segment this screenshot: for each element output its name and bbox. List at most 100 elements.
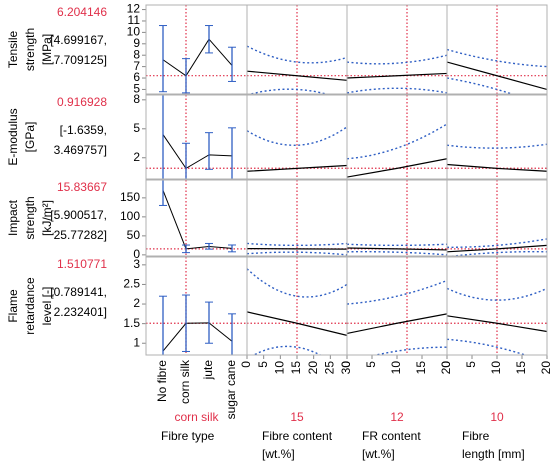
confidence-curve [347,279,447,305]
response-name: strength [23,196,37,239]
x-tick-label: jute [201,360,215,381]
y-tick-label: 2.5 [123,277,140,291]
x-tick-label: corn silk [178,359,192,404]
factor-name: FR content [362,429,421,443]
response-current: 0.916928 [57,95,107,109]
x-tick-label: 10 [273,361,287,375]
cell [447,95,547,179]
cell [247,180,347,256]
factor-name: length [mm] [462,447,525,461]
confidence-curve [247,242,347,247]
y-tick-label: 11 [128,13,141,27]
cell-frame [446,179,548,257]
cell-frame [446,256,548,356]
factor-current: 15 [290,410,304,424]
x-tick-label: 20 [306,361,320,375]
prediction-line [247,70,347,81]
y-tick-label: 8 [133,47,140,61]
x-tick-label: 5 [464,361,478,368]
y-tick-label: 3 [133,257,140,271]
factor-name: Fibre content [262,429,333,443]
y-tick-label: 1.5 [123,316,140,330]
y-tick-label: 0 [133,247,140,261]
cell [146,257,247,355]
prediction-line [247,247,347,250]
confidence-curve [247,268,347,298]
response-name: E-modulus [6,108,20,165]
prediction-line [347,158,447,178]
x-tick-label: 25 [323,361,337,375]
confidence-curve [347,243,447,247]
prediction-line [447,61,547,91]
x-tick-label: No fibre [155,360,169,402]
response-ci: [-1.6359, [60,123,107,137]
y-tick-label: 9 [133,36,140,50]
x-tick-label: 0 [339,361,353,368]
confidence-curve [347,123,447,160]
prediction-line [247,164,347,172]
factor-name: [wt.%] [362,447,395,461]
cell [347,257,447,355]
y-tick-label: 10 [127,25,141,39]
y-tick-label: 12 [127,2,141,16]
confidence-curve [347,54,447,65]
factor-current: 10 [490,410,504,424]
x-tick-label: sugar cane [224,360,238,420]
response-ci: [4.699167, [50,33,107,47]
x-tick-label: 15 [289,361,303,375]
y-tick-label: 5 [133,82,140,96]
response-name: retardance [23,277,37,335]
response-current: 1.510771 [57,257,107,271]
confidence-curve [447,77,515,94]
response-current: 6.204146 [57,5,107,19]
confidence-curve [347,250,447,256]
y-tick-label: 8 [133,92,140,106]
x-tick-label: 20 [539,361,553,375]
y-tick-label: 7 [133,59,140,73]
cell [146,5,247,94]
response-ci: 3.469757] [54,143,107,157]
response-ci: 25.77282] [54,228,107,242]
response-ci: 2.232401] [54,305,107,319]
factor-name: Fibre type [161,429,215,443]
confidence-curve [447,48,547,68]
cell [247,257,347,355]
mean-line [162,190,233,250]
confidence-curve [447,238,547,248]
x-tick-label: 30 [339,361,353,375]
cell [247,95,347,179]
x-tick-label: 5 [256,361,270,368]
x-tick-label: 10 [389,361,403,375]
y-tick-label: 50 [127,228,141,242]
factor-current: corn silk [174,410,219,424]
response-ci: 7.709125] [54,53,107,67]
x-tick-label: 10 [489,361,503,375]
response-name: Tensile [6,31,20,69]
mean-line [162,322,233,352]
cell [447,5,547,94]
response-ci: [0.789141, [50,285,107,299]
x-tick-label: 20 [439,361,453,375]
response-name: Impact [6,199,20,236]
response-current: 15.83667 [57,180,107,194]
confidence-curve [373,346,447,355]
cell [347,5,447,94]
cell-frame [446,94,548,180]
prediction-line [247,311,347,336]
cell-frame [446,4,548,95]
factor-name: Fibre [462,429,490,443]
y-tick-label: 150 [120,190,140,204]
response-name: Flame [6,289,20,323]
confidence-curve [347,87,447,94]
response-ci: [5.900517, [50,208,107,222]
x-tick-label: 0 [439,361,453,368]
y-tick-label: 100 [120,209,140,223]
y-tick-label: 1 [133,335,140,349]
prediction-line [347,72,447,79]
y-tick-label: 2 [133,296,140,310]
x-tick-label: 15 [514,361,528,375]
y-tick-label: 6 [133,70,140,84]
response-name: [GPa] [23,122,37,153]
cell [247,5,347,94]
